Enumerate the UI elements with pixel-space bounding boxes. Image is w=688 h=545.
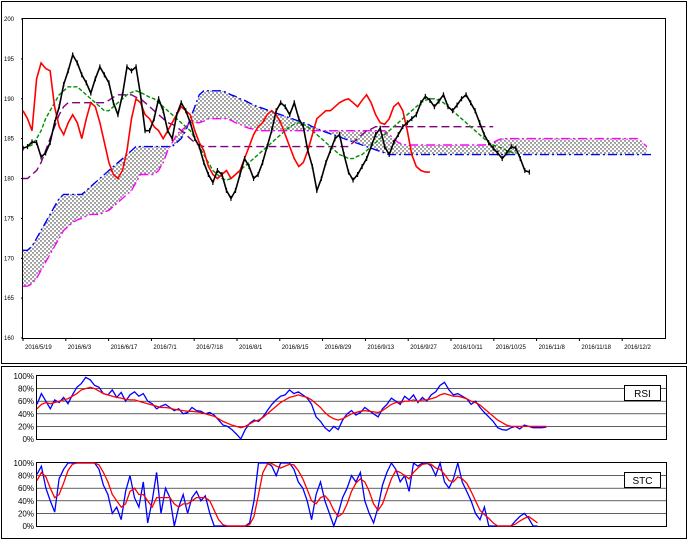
rsi-plot-area xyxy=(36,375,667,440)
price-x-tick-label: 2016/7/18 xyxy=(196,345,223,351)
price-y-tick-label: 160 xyxy=(4,336,15,342)
price-y-tick-label: 200 xyxy=(4,17,15,23)
price-x-tick-label: 2016/9/27 xyxy=(410,345,437,351)
series-rsi-red xyxy=(36,386,547,429)
stc-y-tick-label: 100% xyxy=(14,459,34,468)
price-y-tick-label: 190 xyxy=(4,97,15,103)
price-x-tick-label: 2016/6/3 xyxy=(68,345,92,351)
stc-series xyxy=(36,460,538,528)
stc-y-tick-label: 20% xyxy=(18,509,34,518)
stc-y-tick-label: 60% xyxy=(18,484,34,493)
rsi-y-tick-label: 100% xyxy=(14,372,34,381)
series-stc-blue xyxy=(36,460,538,528)
stc-y-tick-label: 80% xyxy=(18,472,34,481)
series-ma-red xyxy=(22,61,430,180)
price-y-axis: 200 195 190 185 180 175 170 165 160 xyxy=(4,17,23,342)
stc-legend-box: STC xyxy=(624,472,661,488)
stc-y-tick-label: 40% xyxy=(18,497,34,506)
price-y-tick-label: 185 xyxy=(4,137,15,143)
price-x-tick-label: 2016/11/18 xyxy=(581,345,611,351)
price-x-axis: 2016/5/19 2016/6/3 2016/6/17 2016/7/1 2016/7… xyxy=(22,338,652,351)
price-x-tick-label: 2016/8/29 xyxy=(325,345,352,351)
rsi-y-tick-label: 60% xyxy=(18,397,34,406)
price-x-tick-label: 2016/9/13 xyxy=(367,345,394,351)
price-x-tick-label: 2016/8/15 xyxy=(282,345,309,351)
rsi-series xyxy=(36,376,547,441)
series-kijun xyxy=(23,94,494,180)
price-x-tick-label: 2016/5/19 xyxy=(25,345,52,351)
rsi-label: RSI xyxy=(634,389,651,400)
price-x-tick-label: 2016/6/17 xyxy=(111,345,138,351)
rsi-y-tick-label: 40% xyxy=(18,410,34,419)
stc-plot-area xyxy=(36,462,667,527)
series-stc-red xyxy=(36,462,538,527)
price-x-tick-label: 2016/12/2 xyxy=(624,345,651,351)
series-span-b xyxy=(23,90,652,252)
series-rsi-blue xyxy=(36,376,547,441)
series-tenkan xyxy=(22,86,516,181)
price-series xyxy=(22,52,652,287)
price-x-tick-label: 2016/10/11 xyxy=(453,345,483,351)
series-span-a xyxy=(23,117,648,287)
price-y-tick-label: 175 xyxy=(4,216,15,222)
price-x-tick-label: 2016/11/8 xyxy=(539,345,566,351)
rsi-y-tick-label: 80% xyxy=(18,385,34,394)
rsi-legend-box: RSI xyxy=(624,385,661,401)
rsi-y-tick-label: 0% xyxy=(22,435,34,444)
price-x-tick-label: 2016/10/25 xyxy=(496,345,527,351)
price-x-tick-label: 2016/8/1 xyxy=(239,345,263,351)
price-y-tick-label: 165 xyxy=(4,296,15,302)
price-y-tick-label: 195 xyxy=(4,57,15,63)
rsi-y-tick-label: 20% xyxy=(18,422,34,431)
price-y-tick-label: 170 xyxy=(4,256,15,262)
stc-y-tick-label: 0% xyxy=(22,522,34,531)
price-y-tick-label: 180 xyxy=(4,177,15,183)
price-x-tick-label: 2016/7/1 xyxy=(153,345,177,351)
stc-label: STC xyxy=(633,476,653,487)
